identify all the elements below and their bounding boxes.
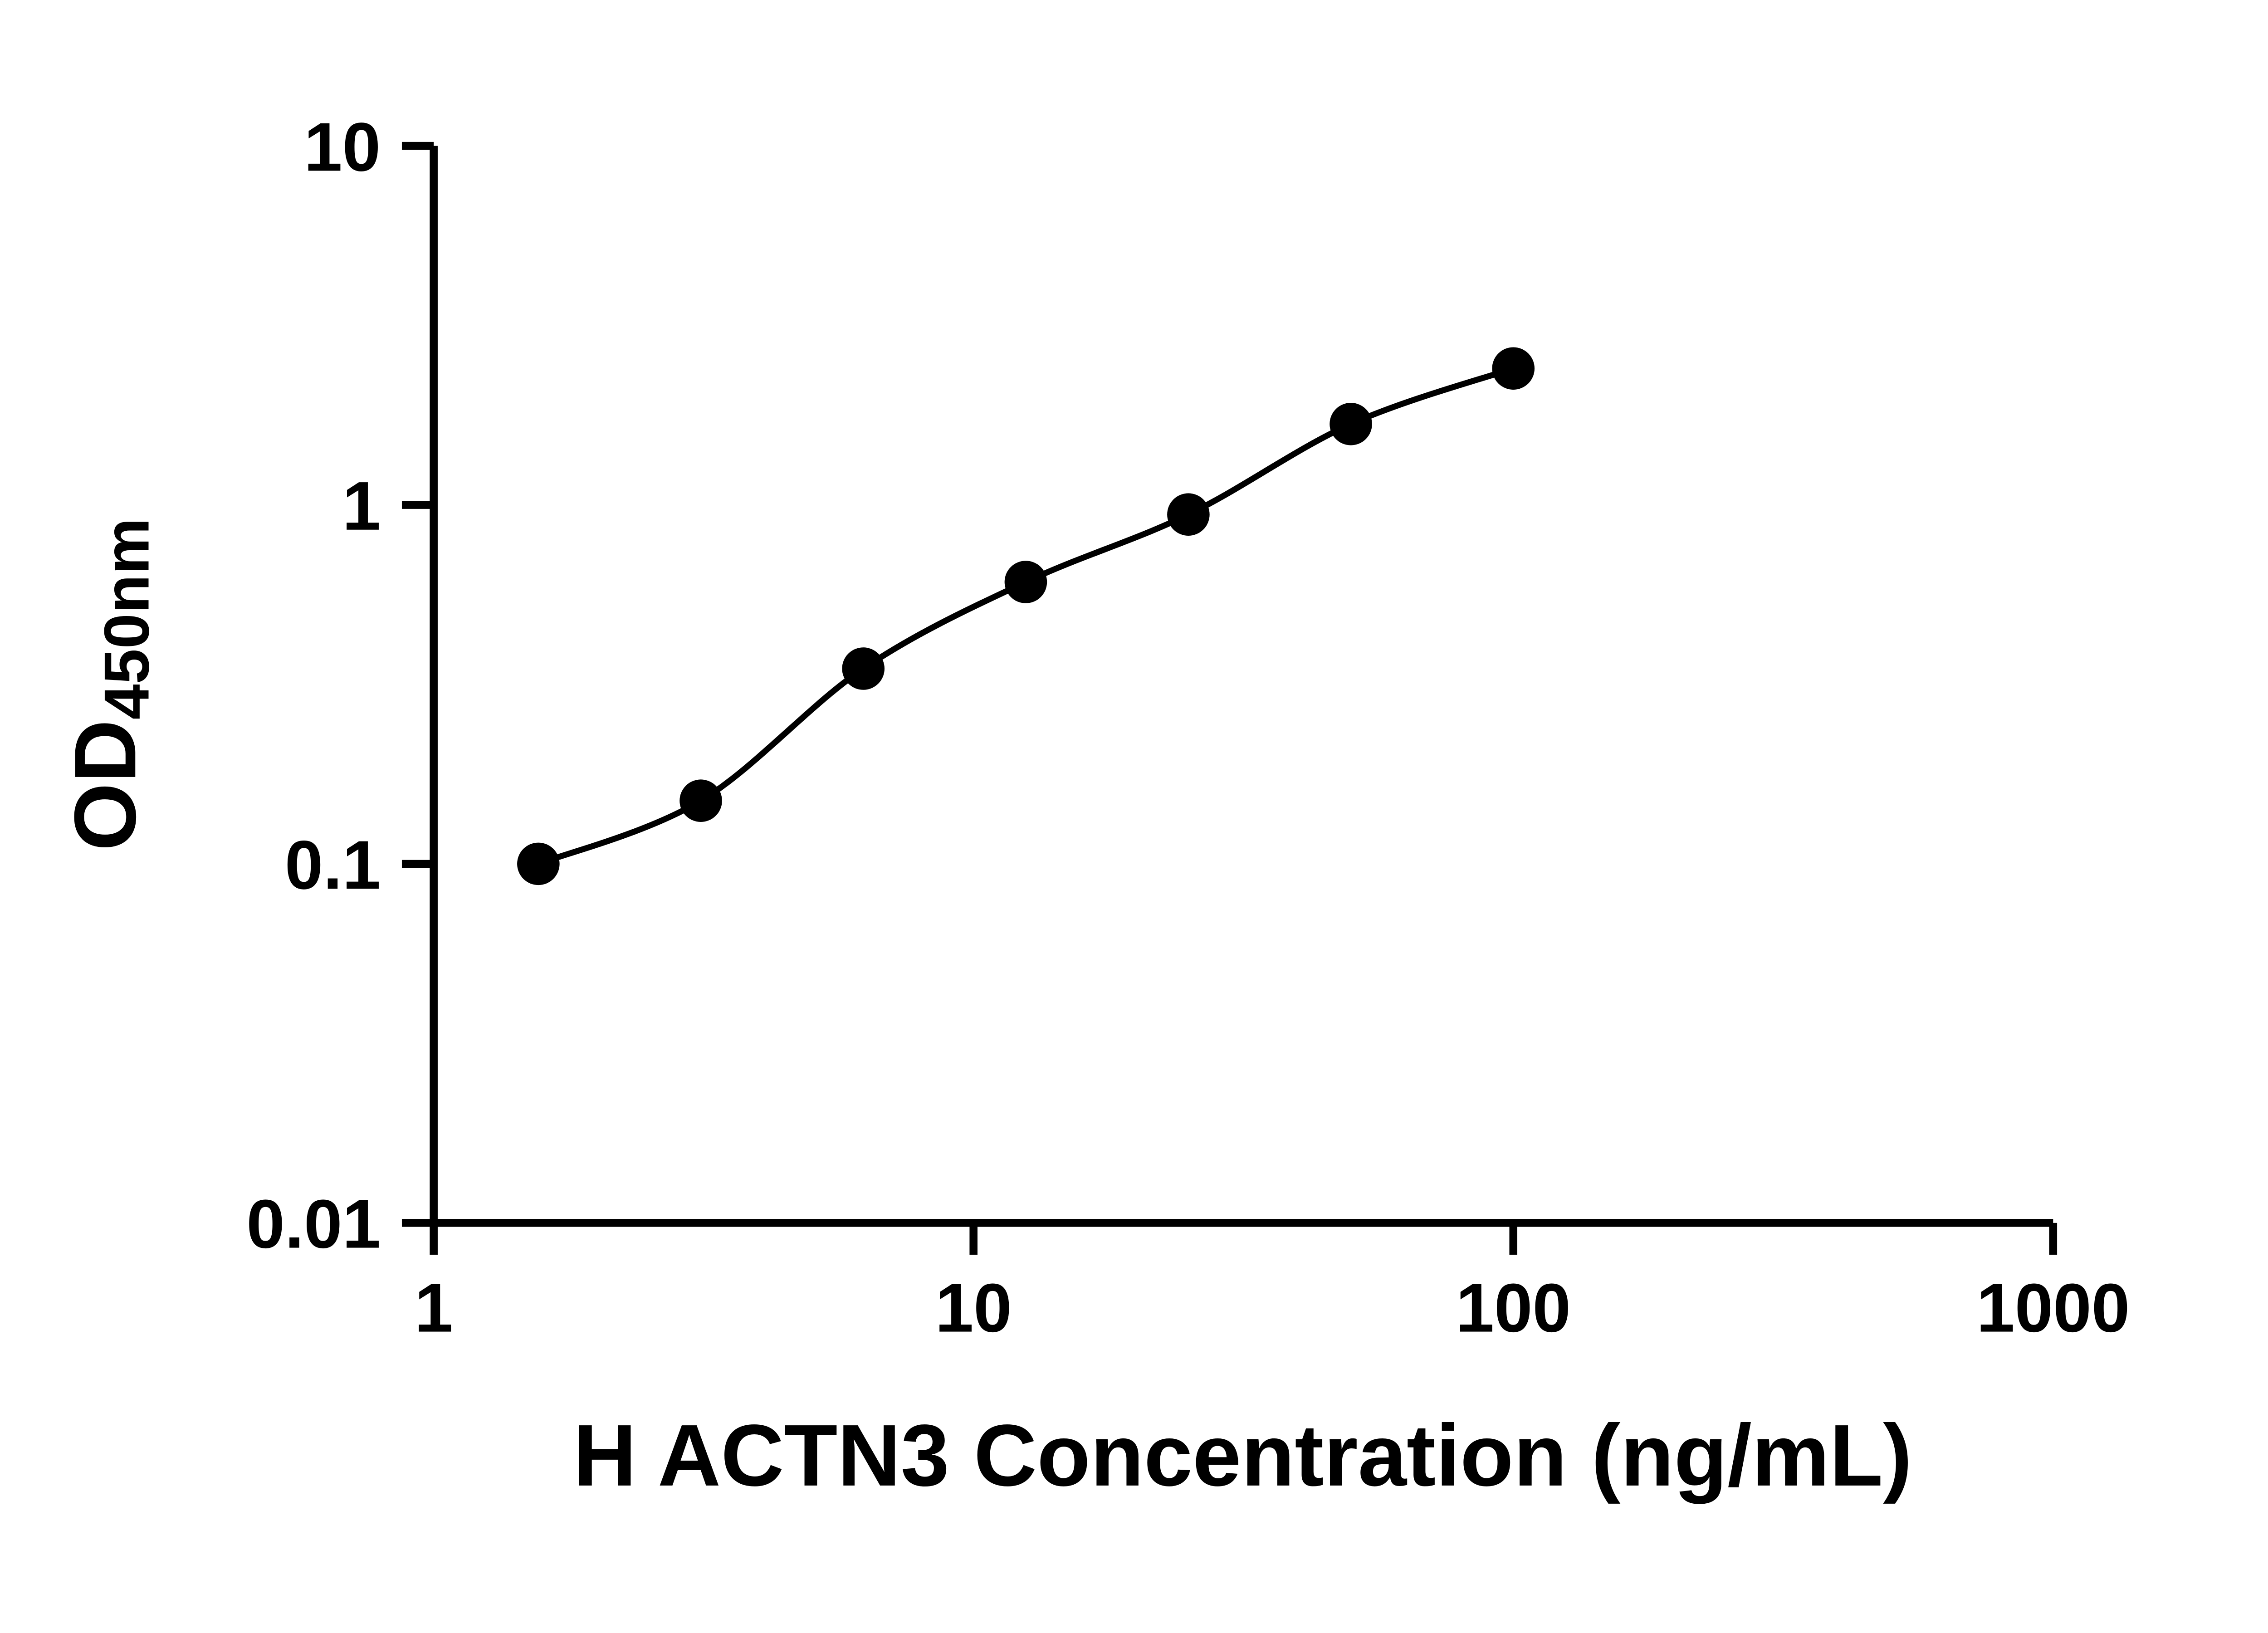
y-axis-title-main: OD [56,719,154,851]
axis-ticks [401,142,2058,1255]
chart-canvas: 0.01 0.1 1 10 1 10 100 1000 H ACTN3 Concentrati… [56,108,2130,1504]
data-point [1330,403,1372,445]
y-tick-label: 0.1 [285,826,381,904]
elisa-standard-curve-figure: 0.01 0.1 1 10 1 10 100 1000 H ACTN3 Concentrati… [56,108,2130,1504]
data-series [517,347,1535,885]
y-axis-title-subscript: 450nm [91,518,162,720]
x-tick-label: 1 [415,1270,453,1347]
data-point [517,842,560,885]
axis-tick-labels: 0.01 0.1 1 10 1 10 100 1000 [246,108,2130,1346]
data-point [1492,347,1535,390]
data-point [842,647,885,690]
axes [430,146,2053,1227]
y-tick-label: 0.01 [246,1186,381,1263]
y-tick-label: 1 [342,468,381,545]
x-tick-label: 10 [935,1270,1012,1347]
data-point [1167,493,1210,536]
data-point [679,779,722,822]
x-tick-label: 100 [1456,1270,1571,1347]
data-point [1004,561,1047,603]
y-axis-title: OD450nm [56,518,162,851]
x-axis-title: H ACTN3 Concentration (ng/mL) [573,1406,1912,1504]
x-tick-label: 1000 [1976,1270,2130,1347]
y-tick-label: 10 [304,108,381,186]
